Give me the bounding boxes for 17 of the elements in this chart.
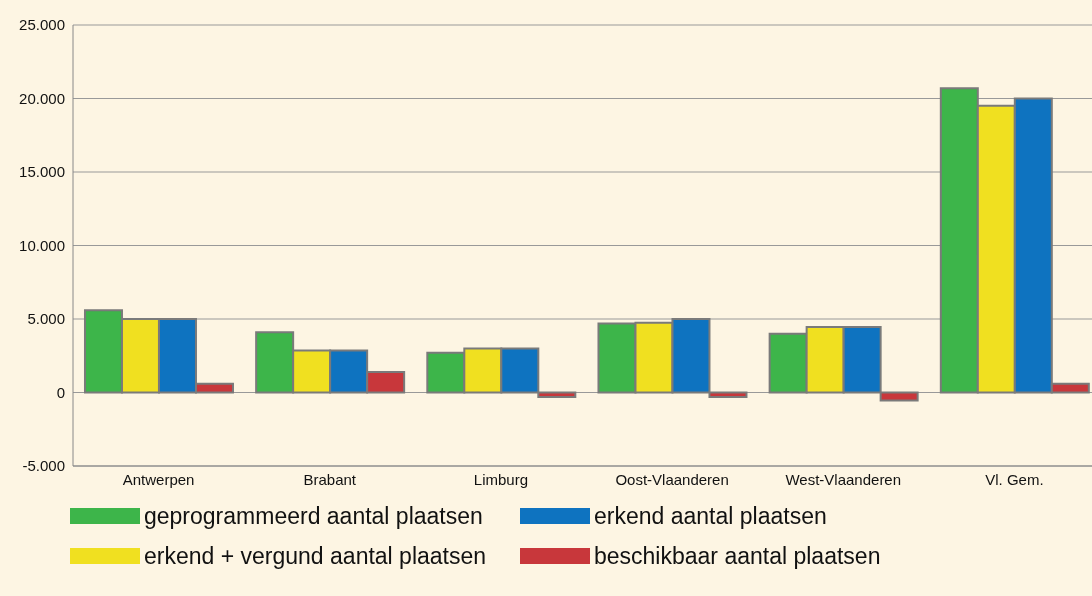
y-tick-label: 20.000 bbox=[19, 89, 65, 107]
x-tick-label: West-Vlaanderen bbox=[785, 470, 902, 488]
x-tick-label: Oost-Vlaanderen bbox=[615, 470, 729, 488]
legend-label: erkend aantal plaatsen bbox=[593, 501, 828, 531]
y-tick-label: 0 bbox=[56, 383, 65, 401]
legend-label: erkend + vergund aantal plaatsen bbox=[143, 541, 488, 571]
y-tick-label: 25.000 bbox=[19, 16, 65, 34]
legend-label: geprogrammeerd aantal plaatsen bbox=[143, 501, 484, 531]
y-tick-label: 15.000 bbox=[19, 163, 65, 181]
x-tick-label: Vl. Gem. bbox=[985, 470, 1044, 488]
y-tick-label: 10.000 bbox=[19, 236, 65, 254]
y-tick-label: -5.000 bbox=[22, 457, 65, 475]
legend-label: beschikbaar aantal plaatsen bbox=[593, 541, 882, 571]
x-tick-label: Limburg bbox=[473, 470, 529, 488]
x-tick-label: Antwerpen bbox=[122, 470, 195, 488]
x-tick-label: Brabant bbox=[303, 470, 357, 488]
y-tick-label: 5.000 bbox=[27, 310, 65, 328]
